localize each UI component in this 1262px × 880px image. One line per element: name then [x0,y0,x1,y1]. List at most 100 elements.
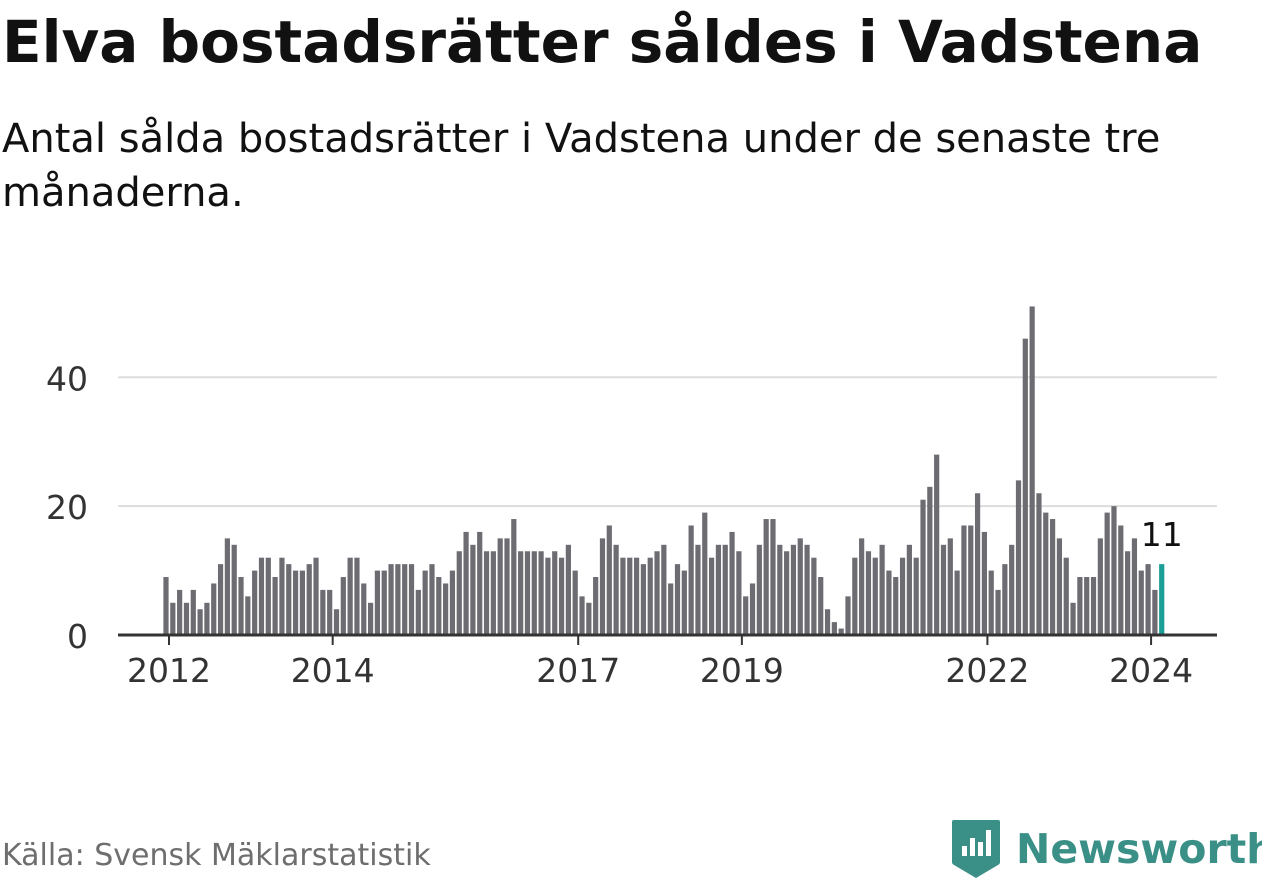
newsworthy-logo-icon [952,820,1000,878]
grid-lines [118,376,1217,508]
bar [211,583,217,635]
bar [756,544,762,635]
bar [886,570,892,635]
x-tick-label: 2017 [536,651,620,690]
bar [620,557,626,635]
x-axis [118,633,1217,645]
bar [436,577,442,635]
bar [340,577,346,635]
bar [838,628,844,635]
bar [879,544,885,635]
bar [736,551,742,635]
bar [1145,564,1151,635]
bar [470,544,476,635]
brand-logo: Newsworthy [950,818,1262,880]
bar [402,564,408,635]
bar [579,596,585,635]
bar [668,583,674,635]
bar [518,551,524,635]
bar [968,525,974,635]
bar [374,570,381,635]
bar [1070,602,1076,635]
bar [477,531,483,635]
bar [1002,564,1008,635]
bar [1009,544,1015,635]
bar [531,551,537,635]
bar [572,570,578,635]
bar [981,531,987,635]
bar [558,557,565,635]
bar [852,557,858,635]
bar [606,525,612,635]
bar [695,544,701,635]
bar [831,622,837,635]
bar [893,577,899,635]
x-tick-label: 2019 [700,651,784,690]
bar [415,589,421,635]
bar [190,589,196,635]
bar [1029,306,1035,635]
bar [1118,525,1124,635]
bar [1131,538,1138,635]
bar [1097,538,1103,635]
bar [224,538,230,635]
bar [824,609,831,635]
bar [1125,551,1131,635]
bar [599,538,606,635]
bar [859,538,865,635]
bar [1152,589,1158,635]
bar [674,564,681,635]
bar [906,544,912,635]
brand-name: Newsworthy [1016,825,1262,873]
x-tick-label: 2024 [1109,651,1193,690]
y-tick-label: 20 [46,488,88,527]
bar-chart: 0 20 40 11 2012 2014 2017 2019 2022 2024 [46,306,1217,690]
bar [586,602,592,635]
bar [497,538,503,635]
bar [306,564,312,635]
bar [456,551,462,635]
bar [252,570,258,635]
bar [422,570,428,635]
bar [299,570,305,635]
bar [483,551,490,635]
bar [1104,512,1110,635]
bar [729,531,735,635]
bar [715,544,722,635]
bar [818,577,824,635]
bar [988,570,994,635]
bar [845,596,851,635]
y-tick-label: 0 [67,617,88,656]
chart-title: Elva bostadsrätter såldes i Vadstena [2,8,1203,76]
bar [743,596,749,635]
bar [995,589,1001,635]
bar [258,557,265,635]
bar [934,454,940,635]
bar [777,544,783,635]
bar [872,557,878,635]
axis-labels: 0 20 40 11 2012 2014 2017 2019 2022 2024 [46,359,1193,690]
bar [1138,570,1144,635]
bar [347,557,353,635]
bar [920,499,926,635]
x-tick-label: 2022 [945,651,1029,690]
bar [361,583,367,635]
bar [749,583,756,635]
bar [286,564,292,635]
bar [354,557,360,635]
bar [327,589,333,635]
bar [1015,480,1022,635]
bar [231,544,237,635]
bar [217,564,224,635]
bar [538,551,544,635]
bar [913,557,919,635]
bar [163,577,169,635]
bar [245,596,251,635]
bar [681,570,687,635]
source-note: Källa: Svensk Mäklarstatistik [2,838,431,873]
x-tick-label: 2012 [127,651,211,690]
bar [811,557,817,635]
bar [388,564,394,635]
bar [408,564,415,635]
bar [490,551,496,635]
